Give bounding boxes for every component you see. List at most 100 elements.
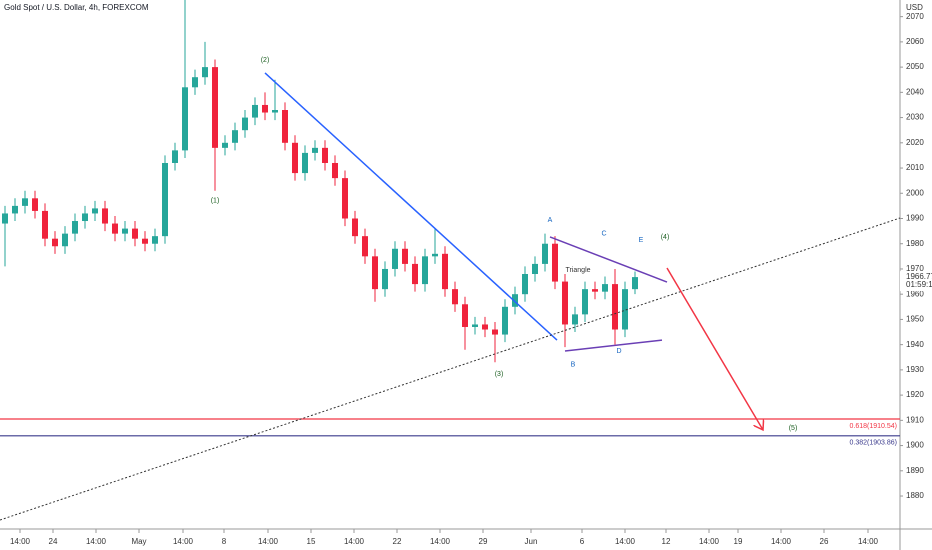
- x-tick-label: 14:00: [858, 537, 879, 546]
- wave-label: A: [548, 217, 553, 224]
- y-tick-label: 2060: [906, 37, 924, 46]
- trend-line: [264, 72, 558, 341]
- x-tick-label: 22: [393, 537, 402, 546]
- candle-body: [442, 253, 448, 290]
- candle-body: [482, 324, 488, 330]
- last-price-box: [900, 271, 932, 292]
- x-tick-label: 14:00: [771, 537, 792, 546]
- candle-body: [502, 306, 508, 335]
- candle-body: [82, 213, 88, 222]
- candle-body: [152, 236, 158, 244]
- candle-body: [342, 178, 348, 219]
- candle-body: [142, 238, 148, 244]
- candle-body: [162, 162, 168, 237]
- wave-label: C: [601, 231, 606, 238]
- trend-line: [564, 339, 663, 352]
- y-tick-label: 1930: [906, 365, 924, 374]
- candle-body: [612, 284, 618, 330]
- candle-body: [392, 248, 398, 269]
- candle-body: [592, 289, 598, 292]
- candle-body: [72, 221, 78, 234]
- fib-level-label: 0.618(1910.54): [850, 423, 897, 430]
- candle-body: [242, 117, 248, 131]
- candle-body: [22, 198, 28, 206]
- candle-body: [112, 223, 118, 234]
- candle-body: [622, 289, 628, 330]
- candle-body: [332, 162, 338, 179]
- wave-label: (2): [261, 57, 270, 64]
- candle-body: [132, 228, 138, 239]
- y-tick-label: 1950: [906, 315, 924, 324]
- x-tick-label: 26: [820, 537, 829, 546]
- y-tick-label: 2020: [906, 138, 924, 147]
- y-tick-label: 2050: [906, 62, 924, 71]
- candle-body: [492, 329, 498, 335]
- wave-label: (3): [495, 371, 504, 378]
- candle-body: [52, 238, 58, 247]
- candle-body: [212, 67, 218, 148]
- candle-body: [602, 284, 608, 292]
- x-tick-label: 19: [734, 537, 743, 546]
- trend-line: [666, 267, 763, 430]
- y-tick-label: 2000: [906, 188, 924, 197]
- x-tick-label: 29: [479, 537, 488, 546]
- countdown-label: 01:59:10: [906, 280, 932, 289]
- candle-body: [92, 208, 98, 214]
- y-tick-label: 1980: [906, 239, 924, 248]
- candle-body: [582, 289, 588, 315]
- candle-body: [222, 142, 228, 148]
- candle-body: [272, 110, 278, 113]
- candle-body: [452, 289, 458, 305]
- wave-label: (1): [211, 198, 220, 205]
- x-tick-label: 8: [222, 537, 227, 546]
- y-tick-label: 1970: [906, 264, 924, 273]
- candle-body: [42, 210, 48, 239]
- candle-body: [292, 142, 298, 174]
- candle-body: [532, 263, 538, 275]
- y-tick-label: 2070: [906, 12, 924, 21]
- candle-body: [172, 150, 178, 163]
- x-tick-label: 15: [307, 537, 316, 546]
- candle-body: [632, 277, 638, 290]
- fib-level-label: 0.382(1903.86): [850, 440, 897, 447]
- wave-label: Triangle: [565, 267, 590, 274]
- x-tick-label: 14:00: [344, 537, 365, 546]
- candle-body: [32, 198, 38, 211]
- y-tick-label: 1910: [906, 415, 924, 424]
- x-tick-label: 12: [662, 537, 671, 546]
- y-tick-label: 1960: [906, 289, 924, 298]
- x-tick-label: Jun: [525, 537, 538, 546]
- candle-body: [62, 233, 68, 247]
- candle-body: [2, 213, 8, 224]
- candle-body: [522, 274, 528, 295]
- candle-body: [472, 324, 478, 327]
- x-tick-label: 14:00: [10, 537, 31, 546]
- y-tick-label: 2040: [906, 87, 924, 96]
- y-tick-label: 2010: [906, 163, 924, 172]
- y-tick-label: 1920: [906, 390, 924, 399]
- candle-body: [562, 281, 568, 325]
- candle-body: [462, 304, 468, 327]
- candle-body: [262, 104, 268, 113]
- y-tick-label: 1990: [906, 214, 924, 223]
- candle-body: [122, 228, 128, 234]
- candle-body: [202, 67, 208, 78]
- x-tick-label: 14:00: [86, 537, 107, 546]
- candle-body: [362, 236, 368, 257]
- candle-body: [432, 253, 438, 257]
- candle-body: [372, 256, 378, 290]
- candle-body: [312, 147, 318, 153]
- candle-body: [402, 248, 408, 264]
- y-tick-label: 1880: [906, 491, 924, 500]
- x-tick-label: 14:00: [699, 537, 720, 546]
- candle-body: [302, 152, 308, 174]
- candle-body: [542, 243, 548, 264]
- y-tick-label: 2030: [906, 113, 924, 122]
- wave-label: (5): [789, 425, 798, 432]
- x-tick-label: 14:00: [173, 537, 194, 546]
- x-tick-label: 14:00: [615, 537, 636, 546]
- wave-label: E: [639, 237, 644, 244]
- y-tick-label: 1940: [906, 340, 924, 349]
- wave-label: D: [616, 348, 621, 355]
